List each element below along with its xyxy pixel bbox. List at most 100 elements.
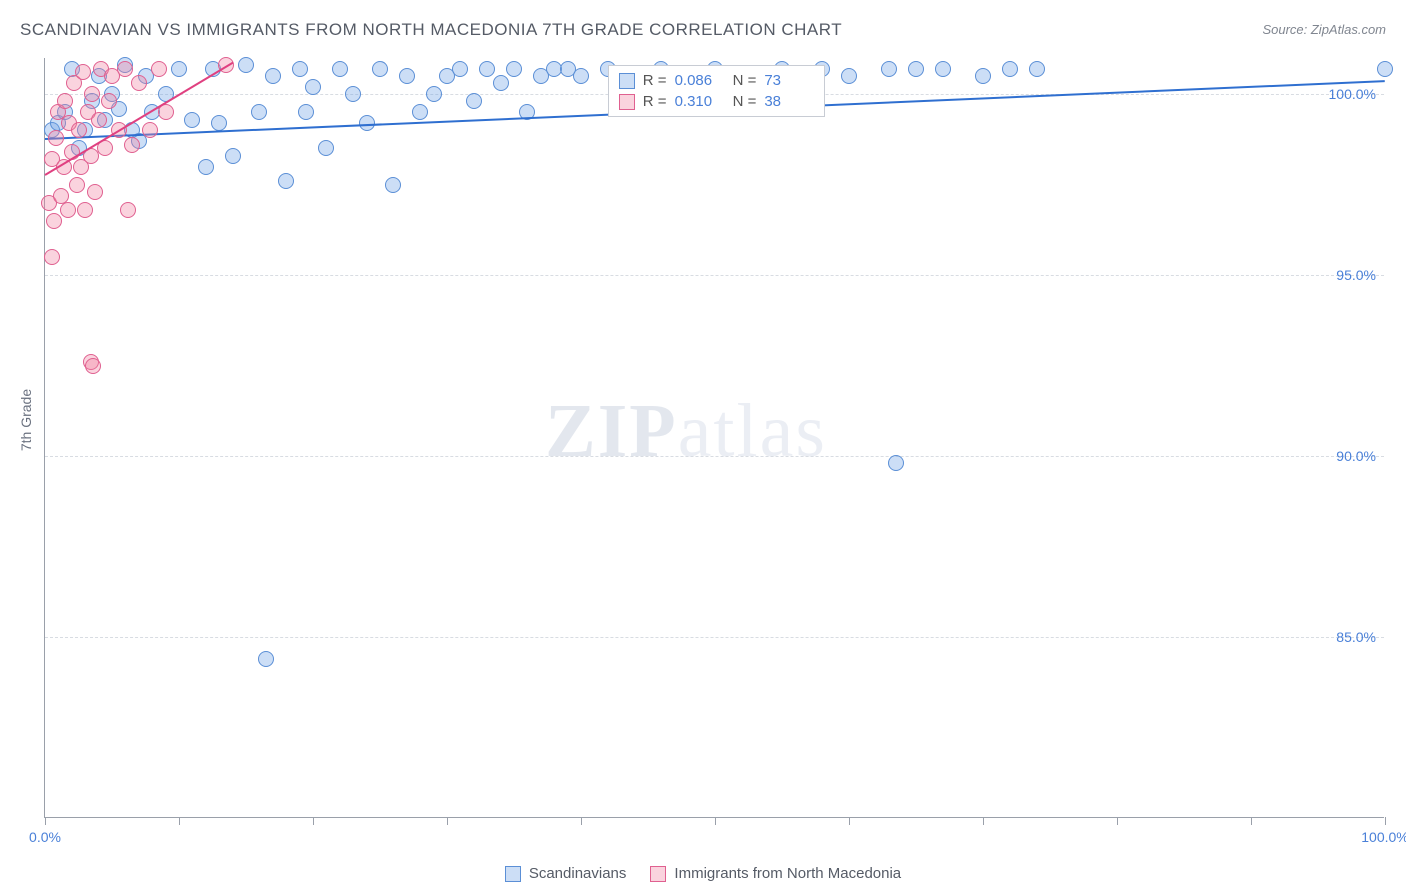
r-label: R = xyxy=(643,93,667,110)
scatter-point xyxy=(318,140,334,156)
scatter-point xyxy=(77,202,93,218)
scatter-point xyxy=(184,112,200,128)
legend-item: Immigrants from North Macedonia xyxy=(650,865,901,882)
scatter-point xyxy=(345,86,361,102)
legend-swatch xyxy=(619,73,635,89)
scatter-point xyxy=(69,177,85,193)
scatter-point xyxy=(426,86,442,102)
scatter-point xyxy=(298,104,314,120)
legend-label: Immigrants from North Macedonia xyxy=(674,865,901,882)
scatter-point xyxy=(225,148,241,164)
r-label: R = xyxy=(643,72,667,89)
scatter-point xyxy=(399,68,415,84)
y-tick-label: 85.0% xyxy=(1336,629,1376,645)
y-tick-label: 90.0% xyxy=(1336,448,1376,464)
scatter-point xyxy=(332,61,348,77)
x-tick-label: 100.0% xyxy=(1361,829,1406,845)
scatter-point xyxy=(265,68,281,84)
scatter-point xyxy=(60,202,76,218)
scatter-point xyxy=(71,122,87,138)
scatter-point xyxy=(278,173,294,189)
scatter-point xyxy=(48,130,64,146)
x-tick xyxy=(179,817,180,825)
scatter-point xyxy=(385,177,401,193)
scatter-point xyxy=(908,61,924,77)
stats-row: R = 0.086 N = 73 xyxy=(619,70,815,91)
x-tick xyxy=(313,817,314,825)
scatter-point xyxy=(573,68,589,84)
x-tick xyxy=(45,817,46,825)
scatter-point xyxy=(84,86,100,102)
legend-label: Scandinavians xyxy=(529,865,627,882)
scatter-point xyxy=(251,104,267,120)
scatter-point xyxy=(452,61,468,77)
scatter-point xyxy=(1002,61,1018,77)
scatter-point xyxy=(117,61,133,77)
scatter-point xyxy=(142,122,158,138)
scatter-point xyxy=(238,57,254,73)
scatter-point xyxy=(85,358,101,374)
gridline xyxy=(45,637,1384,638)
scatter-point xyxy=(46,213,62,229)
scatter-point xyxy=(935,61,951,77)
scatter-point xyxy=(466,93,482,109)
y-tick-label: 95.0% xyxy=(1336,267,1376,283)
x-tick xyxy=(581,817,582,825)
scatter-point xyxy=(131,75,147,91)
x-tick xyxy=(983,817,984,825)
scatter-point xyxy=(888,455,904,471)
x-tick xyxy=(1385,817,1386,825)
n-value: 73 xyxy=(764,72,814,89)
scatter-point xyxy=(1029,61,1045,77)
n-value: 38 xyxy=(764,93,814,110)
stats-legend: R = 0.086 N = 73 R = 0.310 N = 38 xyxy=(608,65,826,117)
legend-item: Scandinavians xyxy=(505,865,627,882)
scatter-point xyxy=(372,61,388,77)
legend-swatch xyxy=(505,866,521,882)
scatter-point xyxy=(1377,61,1393,77)
x-tick xyxy=(1251,817,1252,825)
legend-swatch xyxy=(650,866,666,882)
x-tick-label: 0.0% xyxy=(29,829,61,845)
scatter-point xyxy=(841,68,857,84)
scatter-point xyxy=(305,79,321,95)
scatter-point xyxy=(198,159,214,175)
stats-row: R = 0.310 N = 38 xyxy=(619,91,815,112)
scatter-point xyxy=(493,75,509,91)
legend-bottom: Scandinavians Immigrants from North Maced… xyxy=(0,865,1406,882)
scatter-point xyxy=(881,61,897,77)
scatter-point xyxy=(479,61,495,77)
y-tick-label: 100.0% xyxy=(1329,86,1376,102)
scatter-point xyxy=(506,61,522,77)
scatter-point xyxy=(211,115,227,131)
watermark-zip: ZIP xyxy=(545,389,678,473)
plot-area: ZIPatlas 85.0%90.0%95.0%100.0%0.0%100.0%… xyxy=(44,58,1384,818)
scatter-point xyxy=(75,64,91,80)
scatter-point xyxy=(975,68,991,84)
x-tick xyxy=(1117,817,1118,825)
scatter-point xyxy=(87,184,103,200)
scatter-point xyxy=(412,104,428,120)
x-tick xyxy=(715,817,716,825)
n-label: N = xyxy=(733,93,757,110)
scatter-point xyxy=(91,112,107,128)
legend-swatch xyxy=(619,94,635,110)
gridline xyxy=(45,275,1384,276)
scatter-point xyxy=(120,202,136,218)
scatter-point xyxy=(258,651,274,667)
chart-title: SCANDINAVIAN VS IMMIGRANTS FROM NORTH MA… xyxy=(20,20,842,40)
gridline xyxy=(45,456,1384,457)
x-tick xyxy=(849,817,850,825)
scatter-point xyxy=(171,61,187,77)
source-label: Source: ZipAtlas.com xyxy=(1262,22,1386,37)
scatter-point xyxy=(44,249,60,265)
scatter-point xyxy=(151,61,167,77)
scatter-point xyxy=(101,93,117,109)
n-label: N = xyxy=(733,72,757,89)
r-value: 0.086 xyxy=(675,72,725,89)
x-tick xyxy=(447,817,448,825)
scatter-point xyxy=(57,93,73,109)
scatter-point xyxy=(292,61,308,77)
watermark: ZIPatlas xyxy=(545,388,827,475)
r-value: 0.310 xyxy=(675,93,725,110)
